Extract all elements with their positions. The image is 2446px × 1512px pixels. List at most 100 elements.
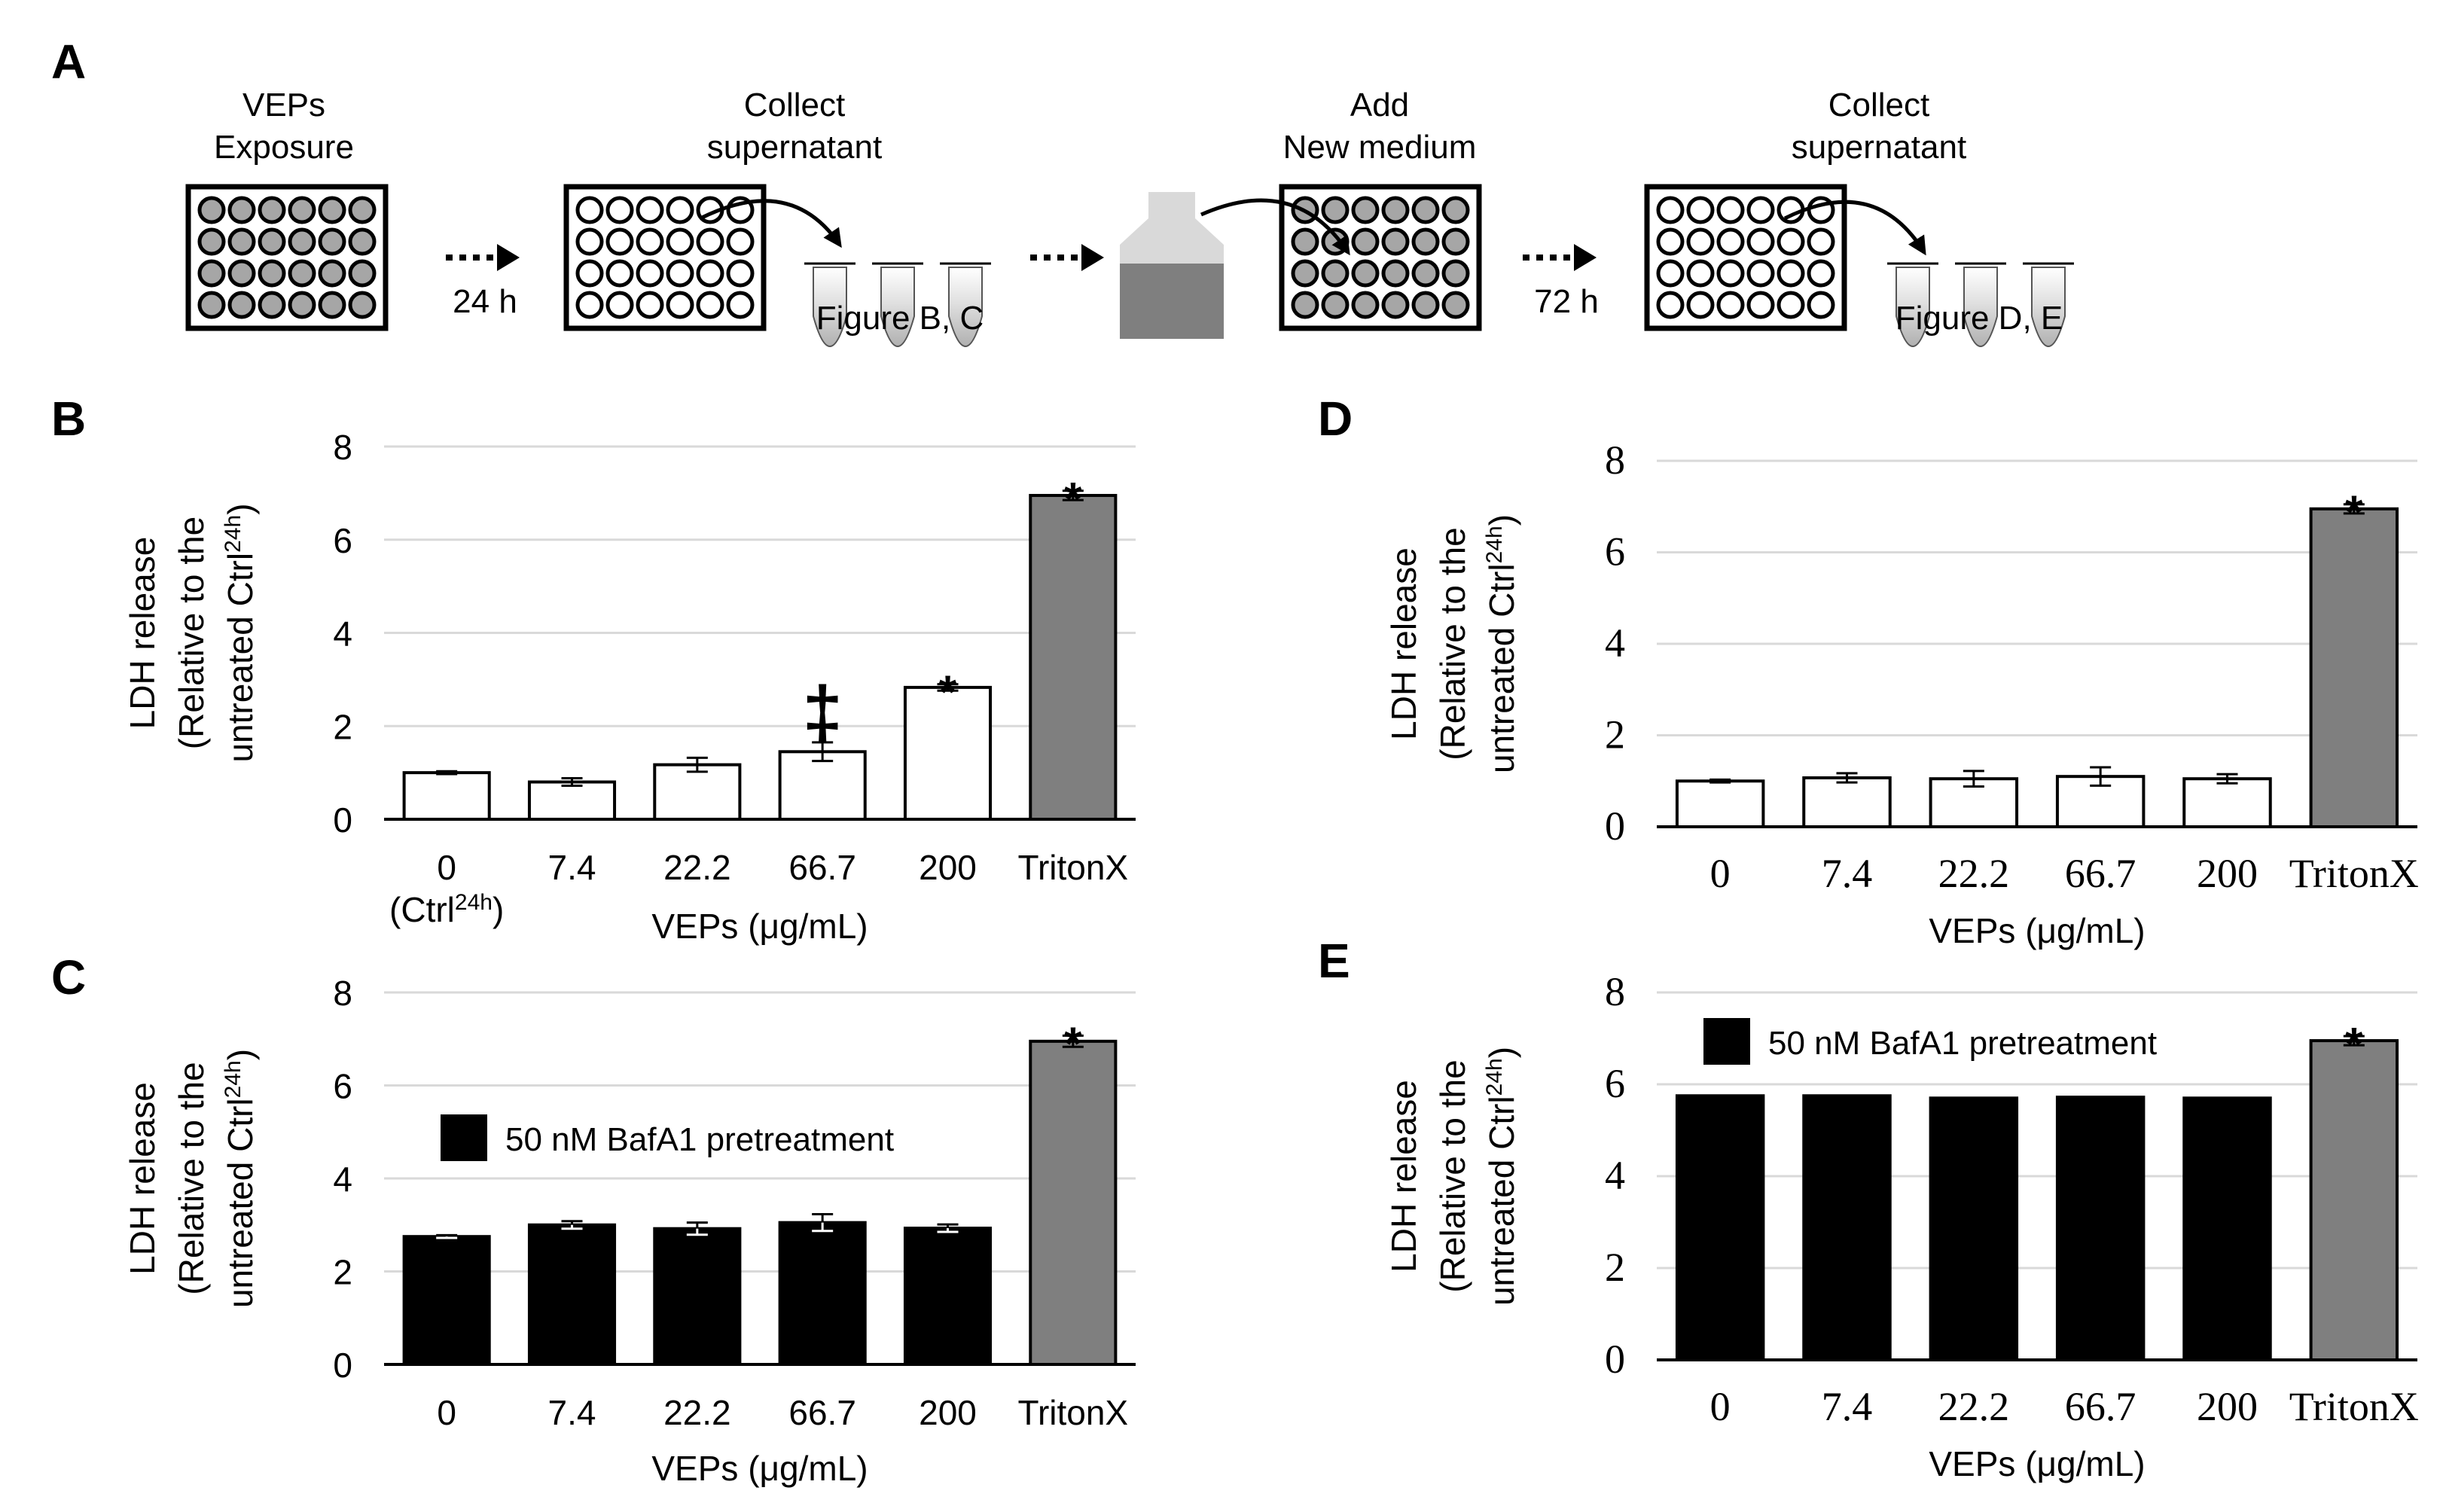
plate-well xyxy=(1441,227,1470,256)
bar xyxy=(1029,493,1118,821)
significance-marker: ‡ xyxy=(802,672,842,752)
y-axis-label-line3-sup: 24h xyxy=(1482,1058,1507,1096)
plate-well xyxy=(1291,291,1319,319)
plate-well xyxy=(1746,227,1775,256)
bar xyxy=(1675,779,1765,828)
y-axis-label-line3-text: untreated Ctrl xyxy=(1482,1096,1521,1306)
plate-well xyxy=(258,259,286,288)
tube xyxy=(2031,267,2066,347)
plate-well xyxy=(1351,259,1380,288)
plate-new-medium xyxy=(1279,184,1482,331)
y-axis-label-line2: (Relative to the xyxy=(1433,1059,1472,1292)
y-axis-label-line2a: (Relative to the xyxy=(1433,527,1472,760)
tubes-group-1 xyxy=(804,262,991,347)
plate-well xyxy=(288,196,316,224)
bar xyxy=(1675,1094,1765,1361)
tubes1-label: Figure B, C xyxy=(816,300,984,337)
chart-e: 0 2 4 6 8 0 7.4 22.2 66.7 200 * TritonX VEPs (μg/mL)… xyxy=(1384,969,2419,1483)
x-tick-label: 200 xyxy=(2197,1384,2258,1429)
x-tick-label: 66.7 xyxy=(2065,1384,2136,1429)
plate-well xyxy=(1321,196,1350,224)
dotted-arrow-2 xyxy=(1030,244,1104,271)
plate-well xyxy=(666,291,694,319)
x-tick-label: 7.4 xyxy=(548,848,596,887)
bar xyxy=(2055,1096,2146,1361)
plate-well xyxy=(666,196,694,224)
x-tick-label: 22.2 xyxy=(1938,1384,2010,1429)
y-axis-label-line1: LDH release xyxy=(123,537,162,730)
plate-well xyxy=(1381,291,1410,319)
plate-well xyxy=(1656,196,1685,224)
plate-well xyxy=(1351,196,1380,224)
plate-well xyxy=(227,227,256,256)
plate-well xyxy=(348,259,377,288)
panel-label-e: E xyxy=(1318,934,1350,988)
plate-well xyxy=(575,227,604,256)
plate-well xyxy=(636,196,664,224)
panel-label-c: C xyxy=(51,950,86,1004)
schematic: VEPs Exposure Collect supernatant Add Ne… xyxy=(185,87,2074,347)
y-axis-label-line3: untreated Ctrl24h) xyxy=(221,1049,261,1308)
bar xyxy=(527,1223,617,1366)
ctrl-sub-label: (Ctrl24h) xyxy=(389,890,504,930)
plate-well xyxy=(1411,259,1440,288)
y-tick-label: 8 xyxy=(1605,437,1625,483)
time-label-72h: 72 h xyxy=(1534,283,1599,320)
plate-well xyxy=(1746,291,1775,319)
y-axis-label-line3-end: ) xyxy=(221,1049,260,1060)
plate-well xyxy=(1716,259,1745,288)
y-axis-label-line3: untreated Ctrl24h) xyxy=(1482,1047,1522,1306)
y-tick-label: 2 xyxy=(1605,1245,1625,1290)
plate-well xyxy=(258,291,286,319)
y-tick-label: 8 xyxy=(1605,969,1625,1014)
significance-marker: * xyxy=(2345,487,2364,539)
step2-line2: supernatant xyxy=(707,129,882,166)
plate-well xyxy=(575,259,604,288)
plate-well xyxy=(227,196,256,224)
plate-well xyxy=(1656,259,1685,288)
tube xyxy=(1895,267,1930,347)
plate-well xyxy=(1381,196,1410,224)
plate-well xyxy=(1411,291,1440,319)
y-axis-label-line2: (Relative to the xyxy=(172,517,211,749)
significance-marker: * xyxy=(1064,1018,1083,1070)
plate-well xyxy=(1686,259,1715,288)
x-tick-label: TritonX xyxy=(2289,851,2419,896)
bar xyxy=(903,685,993,821)
bar xyxy=(1029,1039,1118,1367)
step1-line1: VEPs xyxy=(242,87,325,123)
step3-line1: Add xyxy=(1350,87,1409,123)
chart-c: 0 2 4 6 8 0 7.4 22.2 66.7 200 * TritonX VEPs (μg/mL)… xyxy=(123,974,1136,1488)
plate-well xyxy=(726,259,755,288)
plate-well xyxy=(1686,196,1715,224)
plate-collect-2 xyxy=(1644,184,1847,331)
transfer-arrow-1 xyxy=(699,199,842,248)
bar xyxy=(1929,1096,2019,1362)
plate-well xyxy=(575,291,604,319)
tube xyxy=(948,267,983,347)
bar xyxy=(2309,507,2399,828)
bar xyxy=(2309,1039,2399,1362)
y-axis-label-line1: LDH release xyxy=(1384,1080,1423,1273)
plate-well xyxy=(1807,259,1835,288)
x-tick-label: 7.4 xyxy=(1822,851,1873,896)
plate-collect-1 xyxy=(563,184,767,331)
plate-well xyxy=(1716,227,1745,256)
plate-well xyxy=(1411,196,1440,224)
y-axis-label-line3-text: untreated Ctrl xyxy=(221,1098,260,1308)
plate-well xyxy=(1381,227,1410,256)
transfer-arrow-3 xyxy=(1783,200,1926,256)
y-tick-label: 2 xyxy=(333,707,352,746)
plate-well xyxy=(1716,291,1745,319)
y-axis-label-line3-sup: 24h xyxy=(221,1060,246,1098)
x-tick-label: 200 xyxy=(919,1393,977,1432)
x-tick-label: 22.2 xyxy=(663,1393,731,1432)
y-tick-label: 2 xyxy=(333,1253,352,1292)
step2-line1: Collect xyxy=(744,87,846,123)
plate-well xyxy=(348,196,377,224)
plate-well xyxy=(726,291,755,319)
y-tick-label: 6 xyxy=(1605,1061,1625,1106)
step4-line2: supernatant xyxy=(1792,129,1966,166)
plate-well xyxy=(1351,291,1380,319)
